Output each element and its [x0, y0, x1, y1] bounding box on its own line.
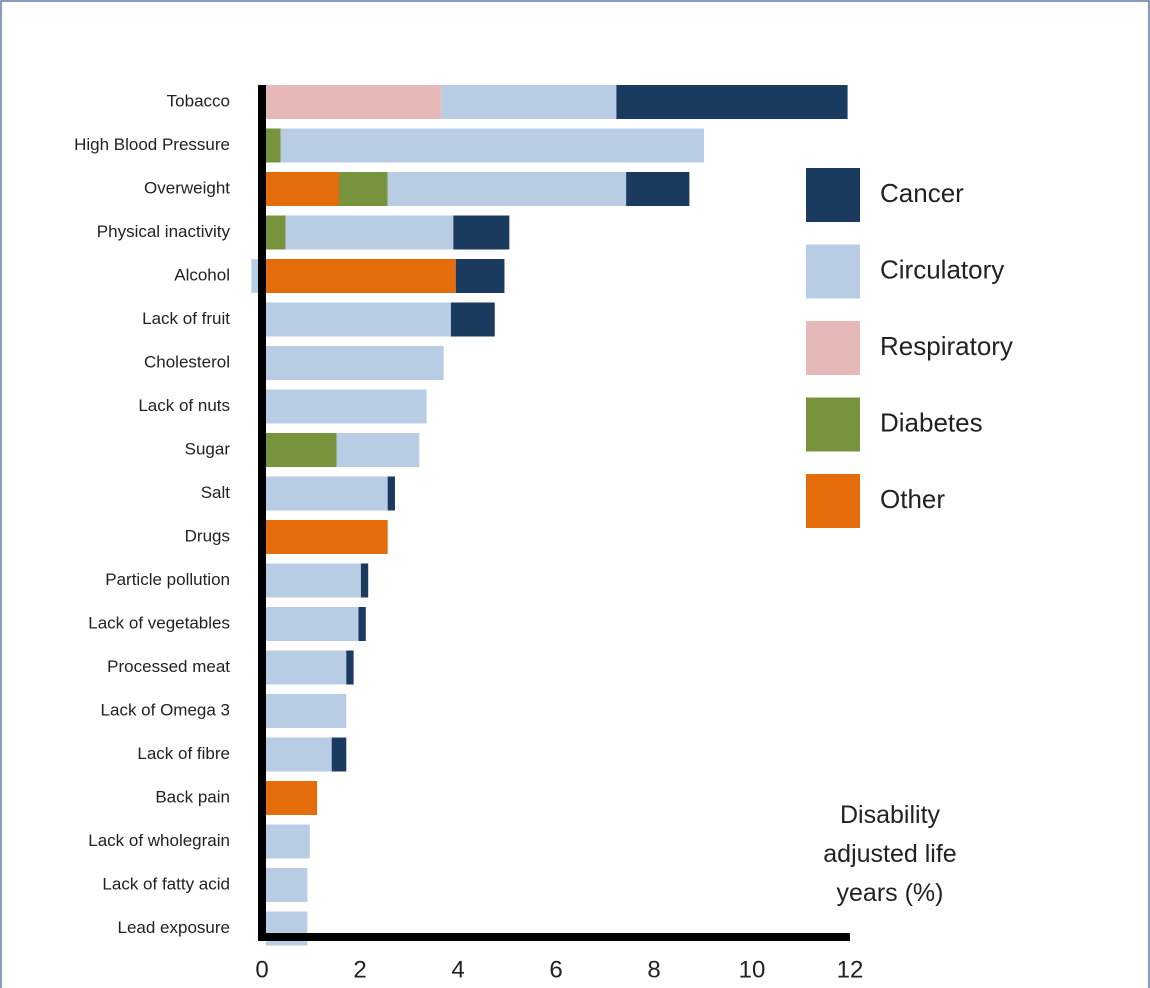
- bar-segment: [266, 389, 427, 424]
- category-label: Lack of nuts: [138, 396, 230, 415]
- bar-segment: [339, 172, 388, 206]
- legend-label: Cancer: [880, 178, 964, 208]
- legend-swatch: [806, 474, 860, 528]
- bar-segment: [266, 128, 281, 163]
- category-label: Drugs: [185, 526, 230, 545]
- bar-segment: [387, 172, 627, 206]
- category-label: Back pain: [155, 787, 230, 806]
- category-label: Lack of fruit: [142, 309, 230, 328]
- bar-segment: [266, 607, 359, 641]
- x-tick-label: 10: [739, 956, 766, 983]
- bar-segment: [266, 259, 456, 293]
- bar-segment: [266, 476, 388, 511]
- x-tick-label: 4: [451, 956, 464, 983]
- bar-segment: [266, 433, 337, 467]
- bar-segment: [266, 85, 442, 119]
- bar-segment: [266, 172, 339, 206]
- x-axis-label: Disability adjusted life years (%): [823, 801, 957, 907]
- bar-segment: [266, 563, 361, 598]
- bar-segment: [346, 650, 354, 685]
- legend-label: Circulatory: [880, 254, 1004, 284]
- legend-swatch: [806, 397, 860, 452]
- bar-segment: [360, 563, 369, 598]
- category-label: Lack of fatty acid: [102, 874, 230, 893]
- category-label: Particle pollution: [105, 570, 230, 589]
- bar-segment: [266, 824, 310, 859]
- bar-segment: [616, 85, 848, 119]
- bar-segment: [336, 433, 420, 467]
- category-label: Overweight: [144, 178, 230, 197]
- x-tick-label: 12: [837, 956, 864, 983]
- category-label: Physical inactivity: [97, 222, 231, 241]
- category-label: High Blood Pressure: [74, 135, 230, 154]
- category-label: Lack of wholegrain: [88, 831, 230, 850]
- bar-segment: [266, 650, 347, 685]
- category-label: Processed meat: [107, 657, 230, 676]
- category-label: Alcohol: [174, 265, 230, 284]
- bar-segment: [450, 302, 495, 337]
- bar-segment: [331, 737, 347, 772]
- bar-segment: [455, 259, 505, 293]
- legend-label: Diabetes: [880, 407, 983, 437]
- bar-segment: [266, 868, 308, 902]
- bar-segment: [453, 215, 510, 250]
- category-label: Lack of vegetables: [88, 613, 230, 632]
- bar-segment: [266, 215, 286, 250]
- bar-segment: [280, 128, 704, 163]
- category-label: Lack of fibre: [137, 744, 230, 763]
- bar-segment: [626, 172, 690, 206]
- bar-segment: [266, 694, 347, 728]
- category-label: Sugar: [185, 439, 231, 458]
- category-label: Salt: [201, 483, 231, 502]
- legend-swatch: [806, 321, 860, 375]
- bar-segment: [266, 346, 444, 380]
- category-label: Lead exposure: [118, 918, 230, 937]
- legend-label: Other: [880, 484, 945, 514]
- legend-label: Respiratory: [880, 331, 1013, 361]
- bar-segment: [266, 520, 388, 554]
- bar-segment: [358, 607, 366, 641]
- x-tick-label: 0: [255, 956, 268, 983]
- bar-segment: [387, 476, 395, 511]
- legend-swatch: [806, 168, 860, 222]
- legend-swatch: [806, 244, 860, 299]
- bar-segment: [285, 215, 454, 250]
- bar-segment: [266, 737, 332, 772]
- category-label: Lack of Omega 3: [101, 700, 230, 719]
- x-tick-label: 8: [647, 956, 660, 983]
- bar-segment: [266, 781, 318, 815]
- bar-segment: [266, 302, 451, 337]
- bar-segment: [441, 85, 617, 119]
- category-label: Tobacco: [167, 91, 230, 110]
- x-tick-label: 2: [353, 956, 366, 983]
- category-label: Cholesterol: [144, 352, 230, 371]
- x-tick-label: 6: [549, 956, 562, 983]
